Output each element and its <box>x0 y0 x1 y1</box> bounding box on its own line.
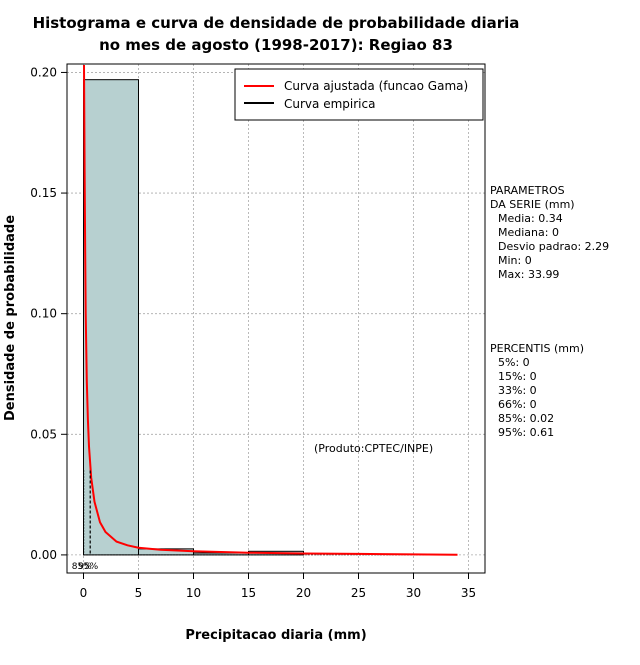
x-tick-label: 35 <box>461 586 476 600</box>
legend: Curva ajustada (funcao Gama) Curva empir… <box>234 68 484 121</box>
x-tick-label: 15 <box>241 586 256 600</box>
chart-title: Histograma e curva de densidade de proba… <box>33 14 520 32</box>
y-axis-label: Densidade de probabilidade <box>3 215 18 421</box>
legend-label-empirical: Curva empirica <box>284 97 375 111</box>
x-tick-label: 30 <box>406 586 421 600</box>
y-tick-label: 0.10 <box>30 307 57 321</box>
parametros-line: Max: 33.99 <box>498 268 559 281</box>
fit-curve-layer <box>83 64 458 556</box>
x-tick-label: 10 <box>186 586 201 600</box>
parametros-line: Media: 0.34 <box>498 212 563 225</box>
y-tick-label: 0.20 <box>30 65 57 79</box>
legend-box <box>234 68 484 121</box>
fit-curve-line <box>83 64 458 556</box>
x-tick-label: 0 <box>80 586 88 600</box>
y-tick-label: 0.05 <box>30 427 57 441</box>
percentis-line: 5%: 0 <box>498 356 530 369</box>
percentis-panel: PERCENTIS (mm) 5%: 0 15%: 0 33%: 0 66%: … <box>490 342 584 439</box>
parametros-line: Desvio padrao: 2.29 <box>498 240 609 253</box>
x-tick-label: 5 <box>135 586 143 600</box>
percentile-label: 95% <box>78 562 98 572</box>
percentis-header: PERCENTIS (mm) <box>490 342 584 355</box>
product-annotation: (Produto:CPTEC/INPE) <box>314 442 433 455</box>
chart-subtitle: no mes de agosto (1998-2017): Regiao 83 <box>99 36 453 54</box>
percentis-line: 95%: 0.61 <box>498 426 554 439</box>
y-tick-label: 0.15 <box>30 186 57 200</box>
percentis-line: 66%: 0 <box>498 398 537 411</box>
histogram-bars <box>83 79 458 556</box>
parametros-line: Min: 0 <box>498 254 532 267</box>
plot-frame <box>66 63 486 574</box>
parametros-header: PARAMETROS <box>490 184 565 197</box>
percentile-marks: 95%85% <box>72 470 99 572</box>
histogram-bar <box>83 79 139 556</box>
legend-label-fit: Curva ajustada (funcao Gama) <box>284 79 468 93</box>
percentis-line: 15%: 0 <box>498 370 537 383</box>
parametros-header-2: DA SERIE (mm) <box>490 198 575 211</box>
percentis-line: 33%: 0 <box>498 384 537 397</box>
x-tick-label: 20 <box>296 586 311 600</box>
percentile-label: 85% <box>72 562 92 572</box>
x-axis-label: Precipitacao diaria (mm) <box>185 628 366 643</box>
x-tick-label: 25 <box>351 586 366 600</box>
y-tick-label: 0.00 <box>30 548 57 562</box>
percentis-line: 85%: 0.02 <box>498 412 554 425</box>
y-axis: 0.00 0.05 0.10 0.15 0.20 <box>30 65 67 562</box>
parametros-panel: PARAMETROS DA SERIE (mm) Media: 0.34 Med… <box>490 184 609 281</box>
parametros-line: Mediana: 0 <box>498 226 559 239</box>
x-axis: 0 5 10 15 20 25 30 35 <box>80 573 476 600</box>
